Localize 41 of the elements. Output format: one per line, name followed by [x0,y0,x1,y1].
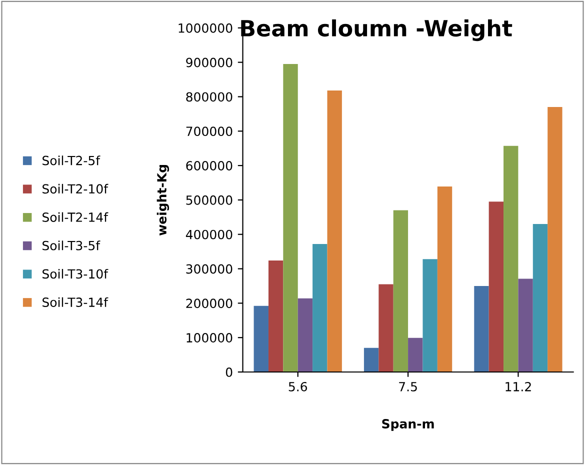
y-tick-label: 700000 [186,126,232,136]
y-tick-label: 100000 [186,333,232,343]
bar [437,186,452,372]
bar [268,260,284,372]
y-tick-label: 500000 [186,195,232,205]
bar [408,338,423,372]
bar [532,224,548,372]
y-tick-label: 800000 [186,92,232,102]
y-tick-label: 400000 [186,230,232,240]
legend-label: Soil-T2-10f [42,184,108,194]
y-axis-title: weight-Kg [156,165,170,236]
legend-label: Soil-T2-5f [42,156,100,166]
bar [504,146,518,372]
bar [254,306,268,372]
bar [393,210,408,372]
bar [548,107,562,372]
bar [474,286,489,372]
y-tick-label: 200000 [186,298,232,308]
chart-title: Beam cloumn -Weight [241,19,512,42]
bar [422,259,438,372]
bar [488,202,504,372]
x-tick-label: 5.6 [288,382,308,392]
bar [312,244,328,372]
bar [298,298,313,372]
bar [364,348,379,372]
x-tick-label: 7.5 [399,382,417,392]
y-tick-label: 900000 [186,58,232,68]
y-tick-label: 600000 [186,161,232,170]
legend-label: Soil-T3-5f [42,240,100,250]
legend-label: Soil-T3-14f [42,297,108,307]
y-tick-label: 0 [226,367,232,377]
legend-label: Soil-T3-10f [42,268,108,279]
bar [283,64,298,372]
legend-label: Soil-T2-14f [42,212,108,222]
x-tick-label: 11.2 [506,382,531,392]
bar [378,284,394,372]
y-tick-label: 300000 [186,264,232,274]
x-axis-title: Span-m [382,419,434,431]
bar [518,278,533,372]
y-tick-label: 1000000 [178,23,232,33]
bar [327,90,342,372]
